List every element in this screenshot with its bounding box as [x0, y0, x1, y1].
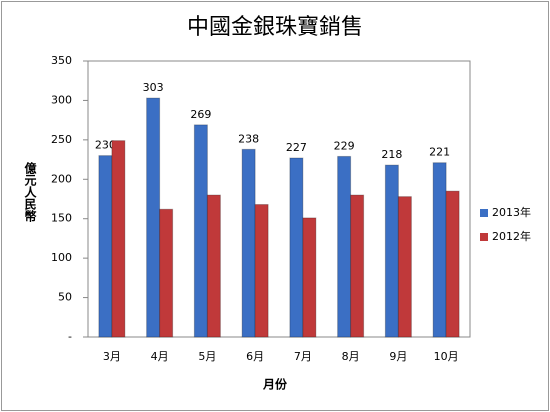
- bar: [206, 194, 221, 338]
- plot-area: [87, 60, 471, 338]
- bar: [98, 155, 113, 338]
- y-tick-label: 150: [51, 212, 72, 225]
- bar: [241, 148, 256, 338]
- data-label: 227: [286, 141, 307, 154]
- bar: [397, 196, 412, 338]
- bar: [384, 164, 399, 338]
- data-label: 221: [429, 146, 450, 159]
- bar: [159, 208, 174, 338]
- data-label: 218: [381, 148, 402, 161]
- y-tick-label: 100: [51, 251, 72, 264]
- data-label: 238: [238, 132, 259, 145]
- bar: [289, 157, 304, 338]
- data-label: 229: [334, 139, 355, 152]
- bar: [337, 155, 352, 338]
- legend-swatch: [480, 209, 488, 217]
- x-tick-label: 7月: [294, 350, 312, 363]
- x-tick-label: 6月: [246, 350, 264, 363]
- data-label: 269: [190, 108, 211, 121]
- bar: [254, 204, 269, 338]
- bar: [111, 140, 126, 338]
- y-tick-label: 250: [51, 133, 72, 146]
- x-axis-title: 月份: [262, 377, 288, 392]
- y-tick-label: 350: [51, 54, 72, 67]
- legend-label: 2012年: [492, 229, 531, 243]
- bar: [302, 217, 317, 338]
- bar: [445, 190, 460, 338]
- bar: [350, 194, 365, 338]
- legend-swatch: [480, 233, 488, 241]
- y-tick-label: -: [68, 330, 72, 343]
- x-tick-label: 4月: [151, 350, 169, 363]
- y-tick-label: 200: [51, 172, 72, 185]
- x-tick-label: 8月: [342, 350, 360, 363]
- bar: [432, 162, 447, 338]
- y-tick-label: 300: [51, 93, 72, 106]
- x-tick-label: 5月: [198, 350, 216, 363]
- data-label: 303: [143, 81, 164, 94]
- y-axis-title: 億元人民幣: [23, 161, 37, 223]
- data-label: 230: [95, 139, 116, 152]
- y-tick-label: 50: [58, 291, 72, 304]
- legend-label: 2013年: [492, 205, 531, 219]
- bar: [193, 124, 208, 338]
- x-tick-label: 9月: [389, 350, 407, 363]
- x-tick-label: 10月: [434, 350, 459, 363]
- chart-title: 中國金銀珠寶銷售: [187, 15, 363, 40]
- x-tick-label: 3月: [103, 350, 121, 363]
- bar: [146, 97, 161, 338]
